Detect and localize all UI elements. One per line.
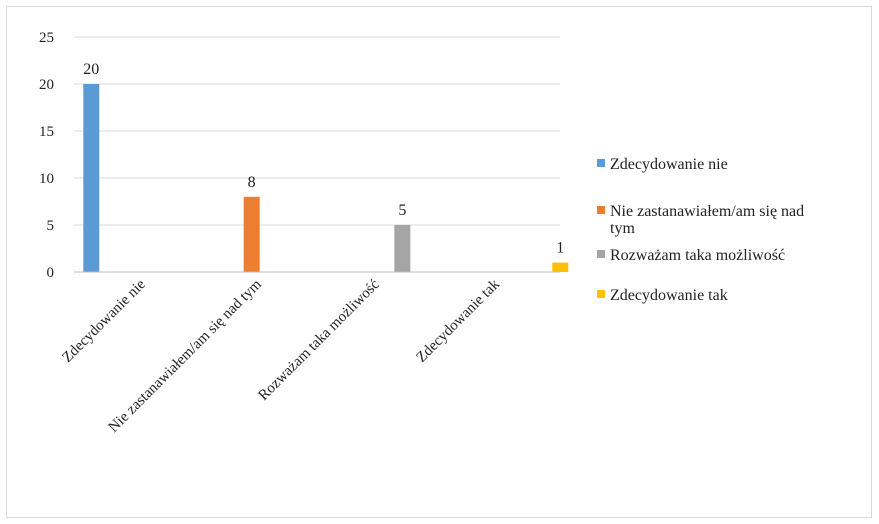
y-tick-label: 25	[39, 30, 54, 46]
bar	[394, 225, 411, 272]
bar	[83, 84, 100, 272]
legend-label: Rozważam taka możliwość	[610, 247, 785, 264]
bars	[83, 84, 569, 272]
y-axis-ticks: 0 5 10 15 20 25	[39, 30, 54, 281]
bar	[243, 196, 260, 272]
legend-label: Nie zastanawiałem/am się nad tym	[610, 203, 804, 237]
data-label: 1	[556, 240, 564, 257]
legend-swatch	[597, 250, 605, 258]
x-tick-label: Zdecydowanie nie	[59, 276, 149, 366]
legend-swatch	[597, 290, 605, 298]
chart-frame	[6, 6, 872, 518]
legend: Zdecydowanie nie Nie zastanawiałem/am się…	[597, 156, 804, 304]
bar	[552, 262, 569, 272]
legend-label: Zdecydowanie tak	[610, 287, 728, 304]
x-tick-label: Zdecydowanie tak	[413, 276, 503, 366]
gridlines	[74, 36, 560, 226]
data-label: 20	[83, 61, 99, 78]
data-labels: 20 8 5 1	[83, 61, 564, 257]
y-tick-label: 5	[47, 218, 55, 234]
y-tick-label: 0	[47, 265, 55, 281]
data-label: 8	[248, 174, 256, 191]
y-tick-label: 15	[39, 124, 54, 140]
x-tick-label: Rozważam taka możliwość	[255, 276, 383, 404]
legend-swatch	[597, 206, 605, 214]
y-tick-label: 20	[39, 77, 54, 93]
legend-label: Zdecydowanie nie	[610, 156, 728, 173]
data-label: 5	[398, 202, 406, 219]
legend-swatch	[597, 159, 605, 167]
y-tick-label: 10	[39, 171, 54, 187]
